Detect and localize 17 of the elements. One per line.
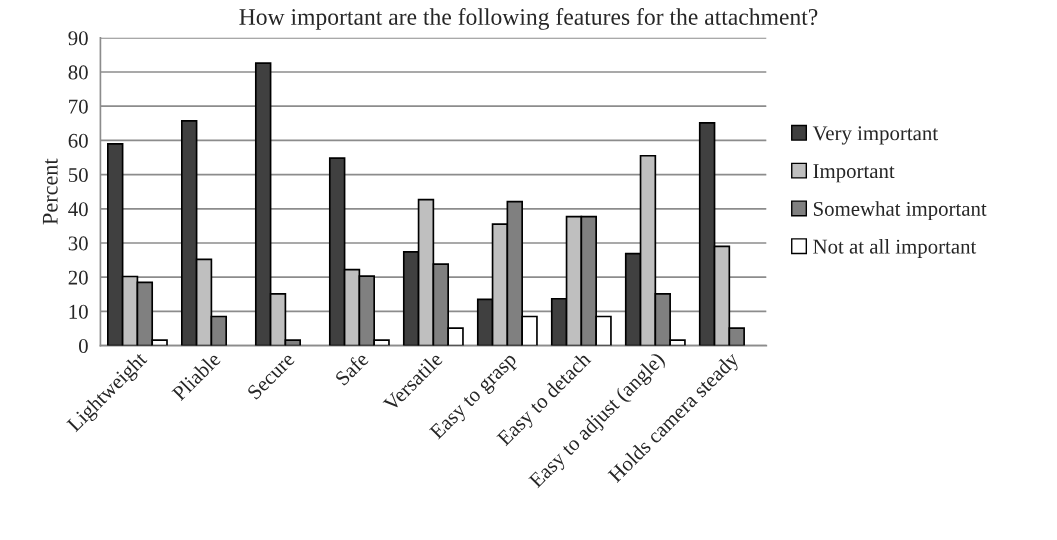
legend-label: Important bbox=[813, 164, 895, 183]
y-axis-title: Percent bbox=[42, 158, 58, 225]
y-tick-label: 10 bbox=[69, 304, 88, 319]
chart-title: How important are the following features for the attachment? bbox=[239, 8, 818, 30]
x-tick-label: Safe bbox=[334, 350, 370, 387]
legend-label: Not at all important bbox=[813, 239, 977, 258]
y-tick-label: 70 bbox=[69, 99, 88, 114]
y-tick-label: 30 bbox=[68, 236, 88, 251]
y-tick-label: 0 bbox=[78, 338, 88, 354]
legend-label: Somewhat important bbox=[813, 201, 987, 221]
y-tick-label: 40 bbox=[68, 202, 88, 217]
y-tick-label: 50 bbox=[68, 167, 88, 183]
y-tick-label: 20 bbox=[68, 270, 88, 285]
y-tick-label: 80 bbox=[68, 65, 88, 80]
y-tick-label: 90 bbox=[68, 31, 88, 46]
legend-label: Very important bbox=[812, 126, 938, 145]
y-tick-label: 60 bbox=[68, 133, 88, 148]
